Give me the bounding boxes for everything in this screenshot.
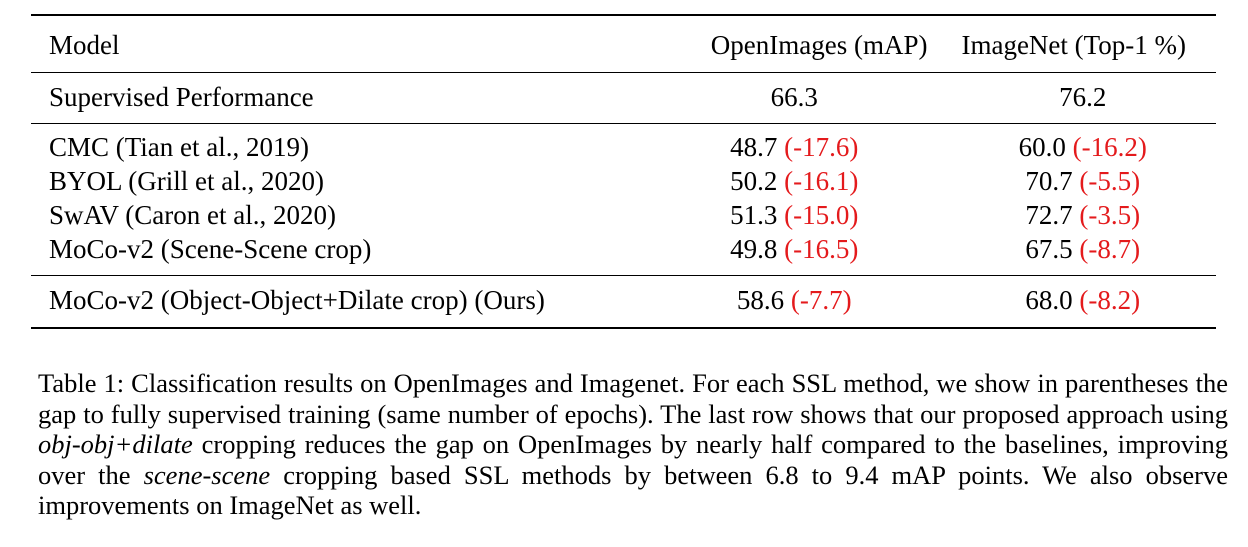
header-openimages: OpenImages (mAP) <box>639 14 950 73</box>
supervised-imagenet: 76.2 <box>949 72 1216 124</box>
table-row: CMC (Tian et al., 2019) 48.7 (-17.6) 60.… <box>31 123 1216 164</box>
table-row: BYOL (Grill et al., 2020) 50.2 (-16.1) 7… <box>31 164 1216 198</box>
row-imagenet: 70.7 (-5.5) <box>949 164 1216 198</box>
caption-emphasis-2: scene-scene <box>143 459 271 490</box>
imagenet-value: 70.7 <box>1025 166 1073 196</box>
imagenet-value: 60.0 <box>1018 132 1066 162</box>
table-row: SwAV (Caron et al., 2020) 51.3 (-15.0) 7… <box>31 198 1216 232</box>
row-model: BYOL (Grill et al., 2020) <box>49 166 324 196</box>
results-table: Model OpenImages (mAP) ImageNet (Top-1 %… <box>31 14 1216 329</box>
imagenet-gap: (-3.5) <box>1079 200 1141 230</box>
supervised-row: Supervised Performance 66.3 76.2 <box>31 72 1216 124</box>
ours-imagenet: 68.0 (-8.2) <box>949 275 1216 329</box>
supervised-model: Supervised Performance <box>31 72 640 124</box>
row-model: CMC (Tian et al., 2019) <box>31 123 640 164</box>
row-openimages: 48.7 (-17.6) <box>639 123 950 164</box>
openimages-gap: (-16.5) <box>784 234 859 264</box>
caption-emphasis-1: obj-obj+dilate <box>38 429 193 459</box>
row-openimages: 51.3 (-15.0) <box>639 198 949 232</box>
row-model: SwAV (Caron et al., 2020) <box>49 200 336 230</box>
table-row: MoCo-v2 (Scene-Scene crop) 49.8 (-16.5) … <box>31 232 1216 276</box>
row-openimages: 49.8 (-16.5) <box>639 232 949 276</box>
row-model: MoCo-v2 (Scene-Scene crop) <box>49 234 372 264</box>
openimages-value: 58.6 <box>736 285 785 315</box>
caption-part-1: Table 1: Classification results on OpenI… <box>38 368 1228 429</box>
row-openimages: 50.2 (-16.1) <box>639 164 949 198</box>
ours-model: MoCo-v2 (Object-Object+Dilate crop) (Our… <box>31 275 640 329</box>
results-table-container: Model OpenImages (mAP) ImageNet (Top-1 %… <box>31 14 1216 329</box>
openimages-gap: (-17.6) <box>784 132 859 162</box>
imagenet-gap: (-8.2) <box>1079 285 1141 315</box>
openimages-gap: (-7.7) <box>790 285 852 315</box>
ours-row: MoCo-v2 (Object-Object+Dilate crop) (Our… <box>31 275 1216 329</box>
table-caption: Table 1: Classification results on OpenI… <box>38 368 1228 521</box>
header-row: Model OpenImages (mAP) ImageNet (Top-1 %… <box>31 14 1216 73</box>
row-imagenet: 60.0 (-16.2) <box>949 123 1216 164</box>
header-model: Model <box>31 14 640 73</box>
caption-part-2: cropping reduces the gap on OpenImages b… <box>38 429 1228 490</box>
imagenet-value: 68.0 <box>1025 285 1073 315</box>
openimages-value: 49.8 <box>730 234 778 264</box>
openimages-value: 51.3 <box>730 200 778 230</box>
ours-openimages: 58.6 (-7.7) <box>639 275 950 329</box>
imagenet-value: 72.7 <box>1025 200 1073 230</box>
imagenet-gap: (-5.5) <box>1079 166 1141 196</box>
openimages-value: 48.7 <box>730 132 778 162</box>
openimages-gap: (-15.0) <box>784 200 859 230</box>
supervised-openimages: 66.3 <box>639 72 950 124</box>
caption-part-3: cropping based SSL methods by between 6.… <box>38 459 1228 521</box>
header-imagenet: ImageNet (Top-1 %) <box>949 14 1216 73</box>
openimages-gap: (-16.1) <box>784 166 859 196</box>
caption-text: Table 1: Classification results on OpenI… <box>38 368 1228 521</box>
row-imagenet: 72.7 (-3.5) <box>949 198 1216 232</box>
openimages-value: 50.2 <box>730 166 778 196</box>
imagenet-gap: (-8.7) <box>1079 234 1141 264</box>
row-imagenet: 67.5 (-8.7) <box>949 232 1216 276</box>
imagenet-value: 67.5 <box>1025 234 1073 264</box>
imagenet-gap: (-16.2) <box>1072 132 1147 162</box>
